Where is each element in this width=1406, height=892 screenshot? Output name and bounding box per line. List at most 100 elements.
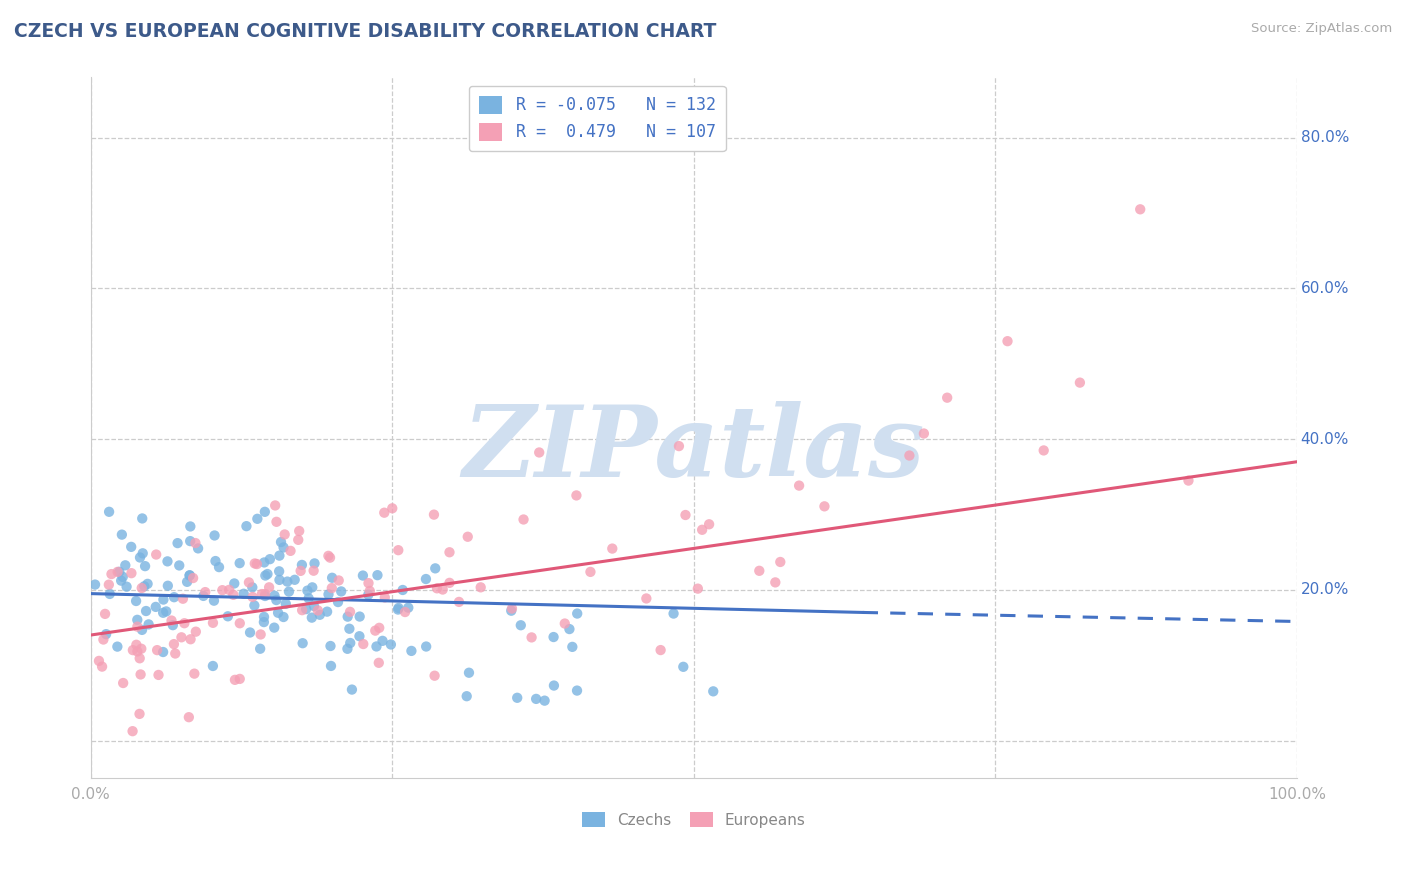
Point bbox=[253, 610, 276, 624]
Point bbox=[675, 508, 697, 522]
Point bbox=[380, 638, 402, 652]
Point bbox=[173, 616, 195, 631]
Point bbox=[131, 581, 153, 595]
Point bbox=[381, 501, 404, 516]
Point bbox=[337, 622, 360, 636]
Point bbox=[254, 587, 277, 601]
Point bbox=[702, 684, 724, 698]
Point bbox=[131, 623, 153, 637]
Point bbox=[426, 582, 449, 596]
Text: ZIPatlas: ZIPatlas bbox=[463, 401, 925, 497]
Point bbox=[387, 601, 409, 615]
Point bbox=[352, 568, 374, 582]
Point bbox=[509, 618, 531, 632]
Point bbox=[339, 636, 361, 650]
Point bbox=[280, 544, 302, 558]
Point bbox=[187, 541, 209, 556]
Point bbox=[163, 637, 186, 651]
Point bbox=[501, 604, 523, 618]
Point bbox=[432, 582, 454, 597]
Point bbox=[263, 621, 285, 635]
Point bbox=[193, 589, 215, 603]
Point bbox=[129, 667, 152, 681]
Point bbox=[321, 581, 343, 595]
Point bbox=[134, 559, 156, 574]
Point bbox=[84, 577, 107, 591]
Point bbox=[273, 527, 295, 541]
Point bbox=[229, 616, 252, 631]
Point bbox=[166, 536, 188, 550]
Point bbox=[145, 548, 167, 562]
Point bbox=[543, 630, 565, 644]
Point bbox=[336, 609, 359, 624]
Point bbox=[253, 615, 276, 629]
Point bbox=[224, 673, 246, 687]
Point bbox=[240, 580, 263, 594]
Point bbox=[319, 550, 342, 565]
Point bbox=[565, 488, 588, 502]
Point bbox=[318, 549, 340, 563]
Point bbox=[439, 545, 461, 559]
Point bbox=[302, 599, 325, 613]
Point bbox=[111, 570, 134, 584]
Point bbox=[273, 541, 295, 555]
Point bbox=[328, 574, 350, 588]
Point bbox=[110, 574, 132, 588]
Point bbox=[239, 625, 262, 640]
Point bbox=[697, 517, 720, 532]
Point bbox=[690, 523, 713, 537]
Point bbox=[368, 621, 391, 635]
Point bbox=[243, 599, 266, 613]
Point bbox=[470, 580, 492, 594]
Point bbox=[307, 603, 329, 617]
Point bbox=[373, 506, 395, 520]
Point bbox=[763, 575, 786, 590]
Text: 20.0%: 20.0% bbox=[1301, 582, 1348, 598]
Point bbox=[269, 573, 291, 587]
Point bbox=[122, 643, 145, 657]
Point bbox=[1032, 443, 1054, 458]
Point bbox=[229, 672, 252, 686]
Point bbox=[98, 505, 121, 519]
Point bbox=[127, 613, 149, 627]
Point bbox=[194, 585, 217, 599]
Point bbox=[366, 640, 388, 654]
Point bbox=[561, 640, 583, 654]
Point bbox=[458, 665, 481, 680]
Point bbox=[447, 595, 470, 609]
Point bbox=[135, 604, 157, 618]
Point bbox=[138, 617, 160, 632]
Point bbox=[232, 587, 254, 601]
Point bbox=[506, 690, 529, 705]
Point bbox=[129, 550, 152, 565]
Point bbox=[291, 558, 314, 572]
Point bbox=[114, 558, 136, 573]
Point bbox=[249, 627, 271, 641]
Point bbox=[319, 639, 342, 653]
Point bbox=[167, 558, 190, 573]
Point bbox=[254, 589, 277, 603]
Point bbox=[636, 591, 658, 606]
Point bbox=[748, 564, 770, 578]
Point bbox=[367, 656, 389, 670]
Point bbox=[127, 644, 149, 658]
Point bbox=[172, 591, 194, 606]
Point bbox=[269, 549, 291, 563]
Point bbox=[273, 610, 295, 624]
Point bbox=[253, 505, 276, 519]
Point bbox=[554, 616, 576, 631]
Point bbox=[263, 589, 285, 603]
Point bbox=[266, 593, 288, 607]
Point bbox=[298, 591, 321, 606]
Point bbox=[125, 638, 148, 652]
Point bbox=[415, 640, 437, 654]
Point bbox=[326, 595, 349, 609]
Point bbox=[112, 676, 135, 690]
Point bbox=[152, 606, 174, 620]
Point bbox=[242, 590, 264, 604]
Point bbox=[543, 679, 565, 693]
Point bbox=[238, 575, 260, 590]
Point bbox=[769, 555, 792, 569]
Point bbox=[529, 445, 551, 459]
Legend: Czechs, Europeans: Czechs, Europeans bbox=[576, 805, 811, 834]
